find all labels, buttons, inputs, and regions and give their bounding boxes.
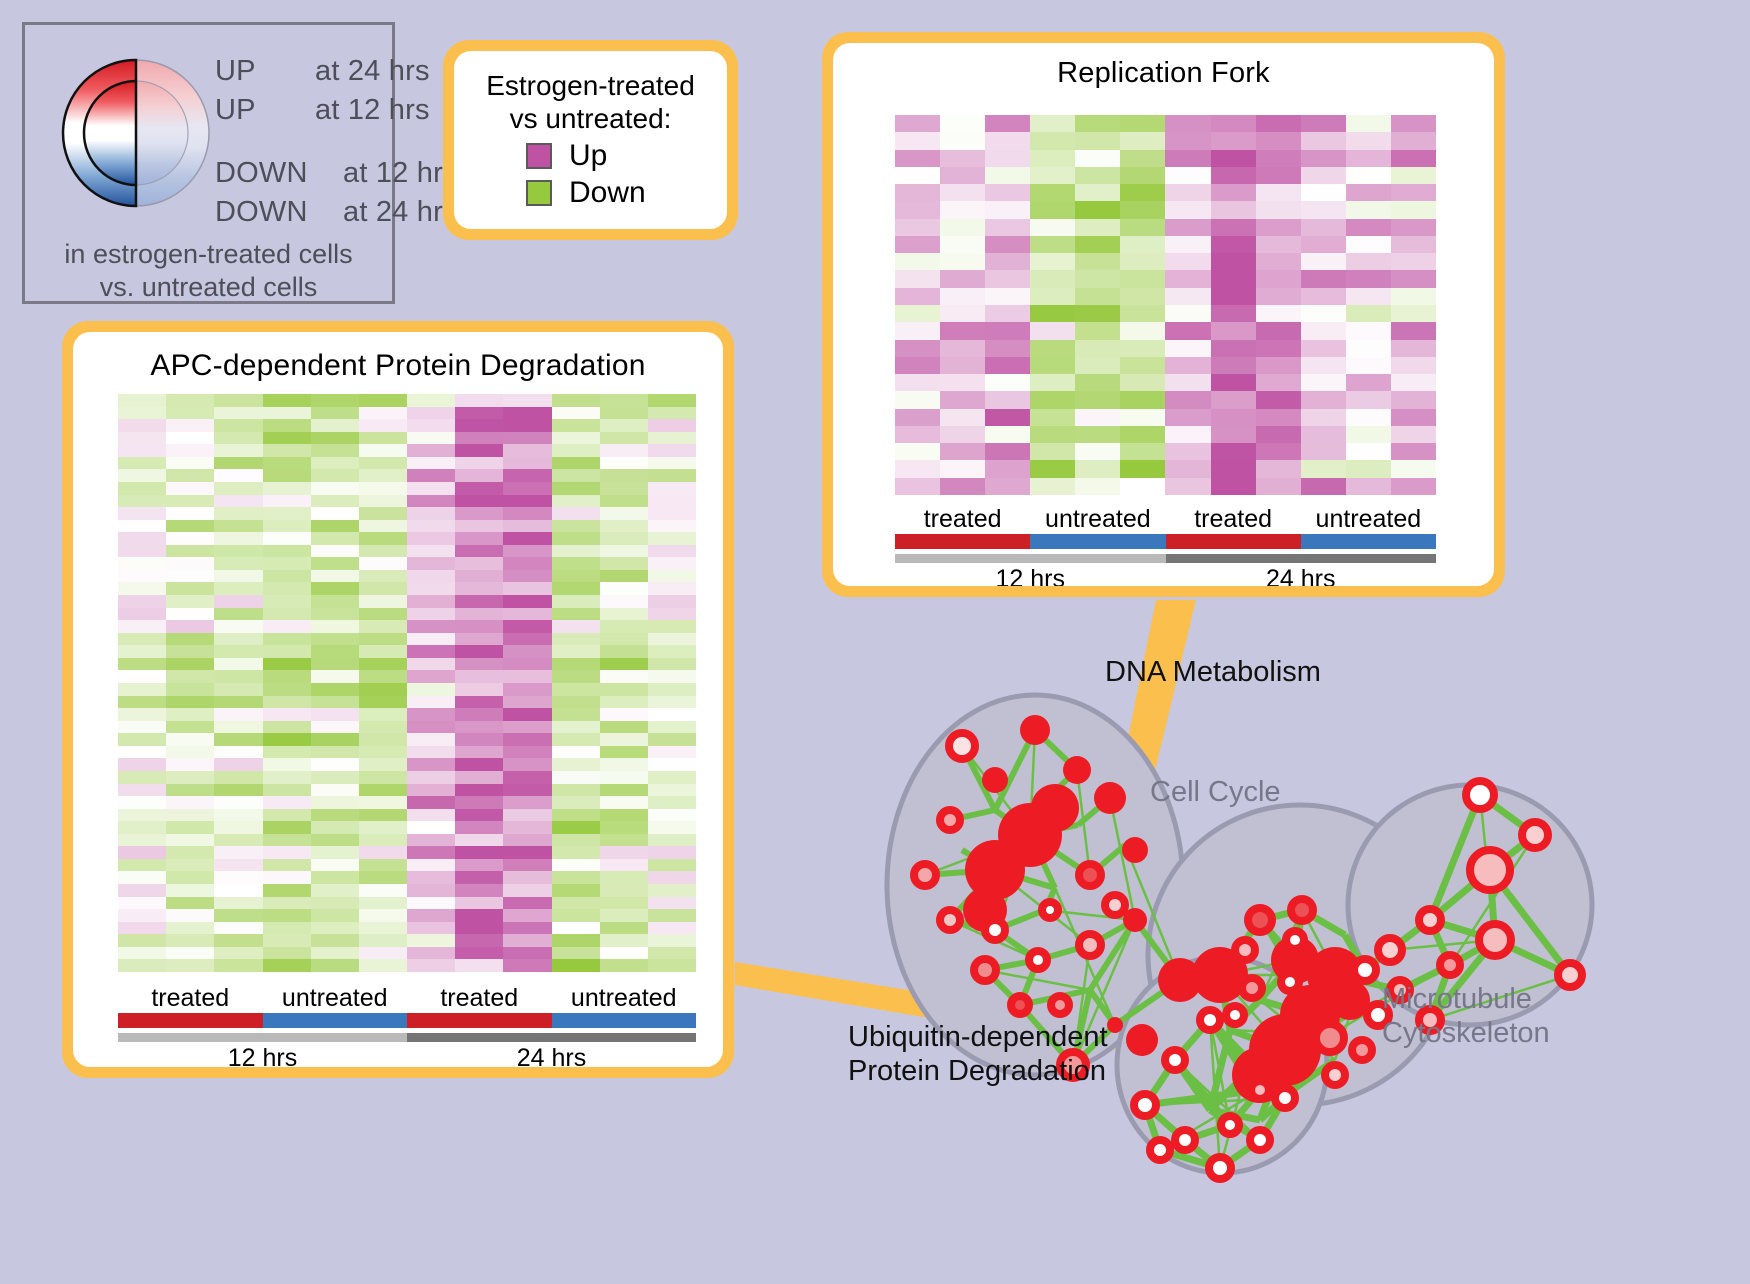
updown-legend-title-line2: vs untreated: [509,103,672,135]
wheel-row-3-time: at 24 hrs [343,196,458,228]
down-swatch-icon [526,180,552,207]
replication-fork-panel: Replication Fork treated untreated treated… [822,32,1505,597]
timepoint-bar-0 [118,1033,407,1042]
timepoint-bar-0 [895,554,1166,563]
condition-bar-0 [118,1013,263,1028]
condition-bar-2 [1165,534,1301,549]
apc-degradation-axis: treated untreated treated untreated 12 hrs 2… [118,984,696,1067]
condition-label-0: treated [923,505,1002,533]
wheel-row-0-direction: UP [215,55,256,87]
apc-degradation-title: APC-dependent Protein Degradation [150,349,646,382]
timepoint-label-1: 24 hrs [1266,565,1336,586]
cluster-label-dna-metabolism: DNA Metabolism [1105,656,1321,688]
condition-label-0: treated [151,984,230,1012]
legend-item-down-label: Down [569,176,646,210]
wheel-caption-line2: vs. untreated cells [99,272,318,302]
apc-degradation-panel: APC-dependent Protein Degradation treate… [62,321,734,1078]
wheel-row-0-time: at 24 hrs [315,55,430,87]
wheel-caption-line1: in estrogen-treated cells [64,239,353,269]
colour-wheel-legend: UP at 24 hrs UP at 12 hrs DOWN at 12 hrs… [22,22,457,304]
condition-label-2: treated [440,984,519,1012]
up-swatch-icon [526,143,552,170]
timepoint-bar-1 [1165,554,1436,563]
timepoint-bar-1 [407,1033,696,1042]
condition-label-1: untreated [281,984,388,1012]
updown-legend-title-line1: Estrogen-treated [486,70,695,101]
replication-fork-title: Replication Fork [1057,57,1270,89]
network-nodes [910,715,1586,1183]
cluster-label-microtubule-cytoskeleton: Microtubule Cytoskeleton [1382,983,1550,1050]
replication-fork-heatmap [895,115,1436,495]
cluster-label-ubiquitin-degradation: Ubiquitin-dependent Protein Degradation [848,1021,1108,1088]
condition-label-2: treated [1194,505,1273,533]
timepoint-label-0: 12 hrs [227,1044,298,1067]
condition-label-3: untreated [570,984,677,1012]
colour-wheel-icon [61,49,211,217]
condition-bar-0 [895,534,1031,549]
apc-degradation-heatmap [118,394,696,972]
condition-bar-1 [262,1013,407,1028]
condition-bar-1 [1030,534,1166,549]
wheel-row-2-time: at 12 hrs [343,157,458,189]
condition-bar-2 [407,1013,552,1028]
up-down-legend-card: Estrogen-treated vs untreated: Up Down [443,40,738,240]
legend-item-up-label: Up [569,139,608,173]
network-svg [884,692,1595,1183]
timepoint-label-1: 24 hrs [516,1044,587,1067]
wheel-row-1-time: at 12 hrs [315,94,430,126]
legend-item-down: Down [526,176,727,210]
wheel-row-3-direction: DOWN [215,196,308,228]
pathway-network: DNA Metabolism Cell Cycle Microtubule Cy… [790,620,1750,1279]
wheel-row-2-direction: DOWN [215,157,308,189]
legend-item-up: Up [526,139,727,173]
condition-bar-3 [551,1013,696,1028]
condition-label-1: untreated [1045,505,1151,533]
replication-fork-axis: treated untreated treated untreated 12 hrs 2… [895,505,1436,586]
condition-label-3: untreated [1315,505,1422,533]
timepoint-label-0: 12 hrs [995,565,1065,586]
cluster-label-cell-cycle: Cell Cycle [1150,776,1281,808]
condition-bar-3 [1300,534,1436,549]
wheel-row-1-direction: UP [215,94,256,126]
